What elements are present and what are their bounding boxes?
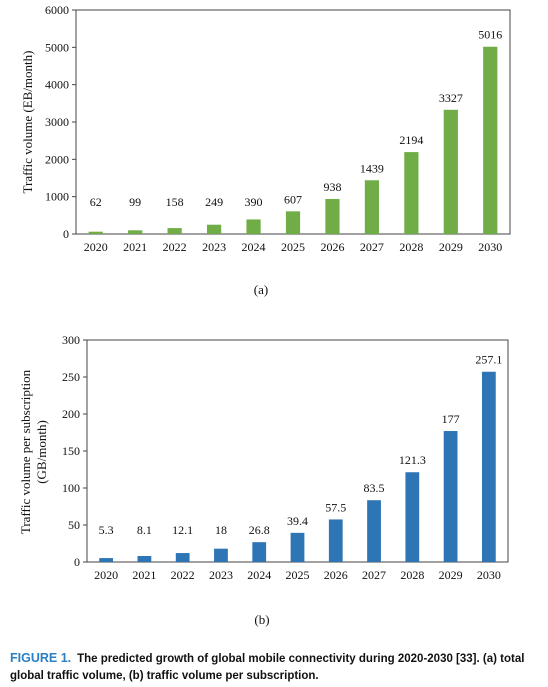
x-tick-label-2028: 2028 — [400, 568, 424, 582]
data-label-2025: 607 — [284, 192, 302, 206]
chart-b: 0 50 100 150 200 250 300 5.3 2020 8.1 2021 12.1 2022… — [62, 333, 509, 582]
bar-2029 — [443, 431, 458, 562]
data-label-2024: 26.8 — [249, 523, 270, 537]
y-tick-label: 6000 — [45, 3, 69, 17]
bar-2025 — [285, 211, 301, 234]
bar-2029 — [443, 109, 458, 234]
figure-caption-text: The predicted growth of global mobile co… — [10, 653, 525, 682]
x-tick-label-2030: 2030 — [477, 568, 501, 582]
chart-b-ylabel-line2: (GB/month) — [34, 420, 49, 484]
x-tick-label-2022: 2022 — [163, 240, 187, 254]
y-tick-label: 150 — [62, 444, 80, 458]
bar-2026 — [325, 198, 340, 234]
data-label-2023: 249 — [205, 195, 223, 209]
bar-2021 — [137, 556, 152, 562]
x-tick-label-2021: 2021 — [123, 240, 147, 254]
y-tick-label: 0 — [74, 555, 80, 569]
x-tick-label-2027: 2027 — [360, 240, 384, 254]
x-tick-label-2026: 2026 — [320, 240, 344, 254]
bar-2026 — [328, 519, 343, 562]
x-tick-label-2022: 2022 — [171, 568, 195, 582]
y-tick-label: 0 — [63, 227, 69, 241]
data-label-2022: 158 — [166, 195, 184, 209]
y-tick-label: 4000 — [45, 78, 69, 92]
bar-2024 — [246, 219, 261, 234]
y-tick-label: 100 — [62, 481, 80, 495]
y-tick-label: 300 — [62, 333, 80, 347]
bar-2028 — [404, 152, 419, 234]
x-tick-label-2025: 2025 — [281, 240, 305, 254]
bar-2022 — [167, 228, 182, 234]
x-tick-label-2023: 2023 — [209, 568, 233, 582]
data-label-2030: 5016 — [478, 28, 502, 42]
x-tick-label-2020: 2020 — [84, 240, 108, 254]
y-tick-label: 2000 — [45, 152, 69, 166]
chart-b-subcaption: (b) — [254, 612, 269, 627]
data-label-2020: 5.3 — [99, 523, 114, 537]
bar-2027 — [367, 500, 381, 562]
bar-2023 — [206, 224, 222, 234]
chart-a-subcaption: (a) — [254, 282, 268, 297]
data-label-2021: 99 — [129, 195, 141, 209]
bar-2022 — [175, 553, 190, 562]
x-tick-label-2029: 2029 — [439, 240, 463, 254]
y-tick-label: 200 — [62, 407, 80, 421]
x-tick-label-2027: 2027 — [362, 568, 386, 582]
bar-2020 — [99, 558, 114, 562]
data-label-2028: 121.3 — [399, 453, 426, 467]
data-label-2028: 2194 — [399, 133, 423, 147]
x-tick-label-2028: 2028 — [399, 240, 423, 254]
bar-2030 — [483, 46, 498, 235]
x-tick-label-2024: 2024 — [242, 240, 266, 254]
data-label-2029: 3327 — [439, 91, 463, 105]
bar-2025 — [290, 532, 305, 562]
data-label-2024: 390 — [245, 195, 263, 209]
x-tick-label-2025: 2025 — [286, 568, 310, 582]
data-label-2027: 83.5 — [364, 481, 385, 495]
x-tick-label-2026: 2026 — [324, 568, 348, 582]
data-label-2030: 257.1 — [475, 353, 502, 367]
data-label-2026: 938 — [323, 180, 341, 194]
y-tick-label: 5000 — [45, 40, 69, 54]
figure-charts: 0100020003000400050006000622020992021158… — [18, 3, 511, 627]
bar-2023 — [214, 548, 228, 562]
data-label-2025: 39.4 — [287, 514, 308, 528]
y-tick-label: 50 — [68, 518, 80, 532]
x-tick-label-2023: 2023 — [202, 240, 226, 254]
data-label-2022: 12.1 — [172, 523, 193, 537]
bar-2030 — [481, 371, 496, 562]
x-tick-label-2029: 2029 — [439, 568, 463, 582]
figure-caption: FIGURE 1. The predicted growth of global … — [10, 650, 540, 685]
x-tick-label-2030: 2030 — [478, 240, 502, 254]
data-label-2029: 177 — [442, 412, 460, 426]
data-label-2021: 8.1 — [137, 523, 152, 537]
data-label-2023: 18 — [215, 523, 227, 537]
x-tick-label-2020: 2020 — [94, 568, 118, 582]
y-tick-label: 3000 — [45, 115, 69, 129]
chart-a: 0 1000 2000 3000 4000 5000 6000 62 2020 99 2021 158… — [45, 3, 511, 254]
bar-2024 — [252, 542, 267, 562]
chart-b-ylabel-line1: Traffic volume per subscription — [18, 369, 33, 534]
x-tick-label-2024: 2024 — [247, 568, 271, 582]
bar-2028 — [405, 472, 420, 562]
bar-2021 — [128, 230, 143, 234]
x-tick-label-2021: 2021 — [132, 568, 156, 582]
data-label-2020: 62 — [90, 195, 102, 209]
figure-label: FIGURE 1. — [10, 651, 72, 665]
chart-a-ylabel: Traffic volume (EB/month) — [20, 51, 35, 194]
data-label-2027: 1439 — [360, 161, 384, 175]
data-label-2026: 57.5 — [325, 500, 346, 514]
y-tick-label: 250 — [62, 370, 80, 384]
bar-2027 — [364, 180, 380, 234]
y-tick-label: 1000 — [45, 190, 69, 204]
bar-2020 — [88, 231, 103, 234]
